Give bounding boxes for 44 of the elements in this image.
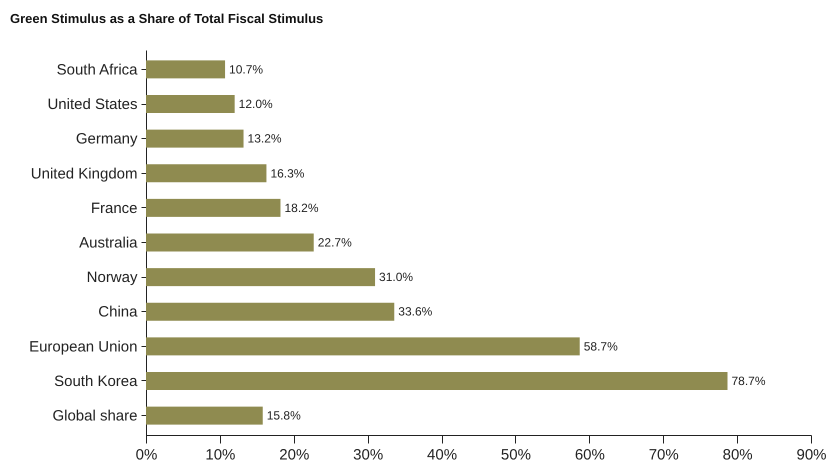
y-tick-label: South Korea	[54, 372, 138, 390]
data-label: 33.6%	[398, 304, 433, 319]
y-tick-label: European Union	[29, 338, 138, 356]
x-tick-label: 30%	[353, 446, 384, 464]
bar	[146, 234, 314, 252]
bar	[146, 198, 280, 217]
data-label: 13.2%	[248, 132, 282, 146]
x-tick-label: 80%	[722, 446, 753, 464]
bar	[146, 302, 394, 321]
data-label: 10.7%	[229, 62, 264, 76]
bar	[146, 60, 226, 78]
data-label: 22.7%	[318, 236, 352, 250]
data-label: 18.2%	[284, 200, 319, 215]
bar	[146, 130, 244, 148]
y-tick-label: Germany	[76, 130, 138, 148]
y-tick-label: United Kingdom	[30, 165, 138, 182]
y-tick-label: France	[90, 200, 138, 217]
chart-title: Green Stimulus as a Share of Total Fiscal Stimulus	[10, 11, 324, 26]
data-label: 16.3%	[270, 166, 305, 180]
data-label: 12.0%	[238, 97, 274, 112]
bar	[146, 95, 235, 114]
x-tick-label: 40%	[427, 446, 458, 464]
bar	[146, 268, 376, 286]
data-label: 31.0%	[379, 270, 414, 284]
bar	[146, 164, 266, 182]
y-tick-label: Global share	[52, 408, 138, 425]
y-tick-label: Australia	[79, 234, 138, 252]
y-tick-label: United States	[47, 96, 138, 114]
data-label: 58.7%	[584, 339, 618, 354]
x-tick-label: 60%	[574, 446, 605, 464]
x-tick-label: 90%	[796, 446, 827, 464]
x-tick-label: 50%	[500, 446, 531, 464]
bar	[146, 372, 728, 390]
y-tick-label: South Africa	[56, 61, 138, 78]
data-label: 15.8%	[266, 408, 302, 423]
bar	[146, 337, 580, 356]
bar	[146, 406, 263, 425]
y-tick-label: Norway	[86, 269, 138, 286]
x-tick-label: 0%	[136, 446, 158, 464]
y-tick-label: China	[98, 304, 138, 321]
x-tick-label: 70%	[648, 446, 679, 464]
data-label: 78.7%	[732, 374, 766, 388]
x-tick-label: 20%	[279, 446, 310, 464]
x-tick-label: 10%	[205, 446, 236, 464]
